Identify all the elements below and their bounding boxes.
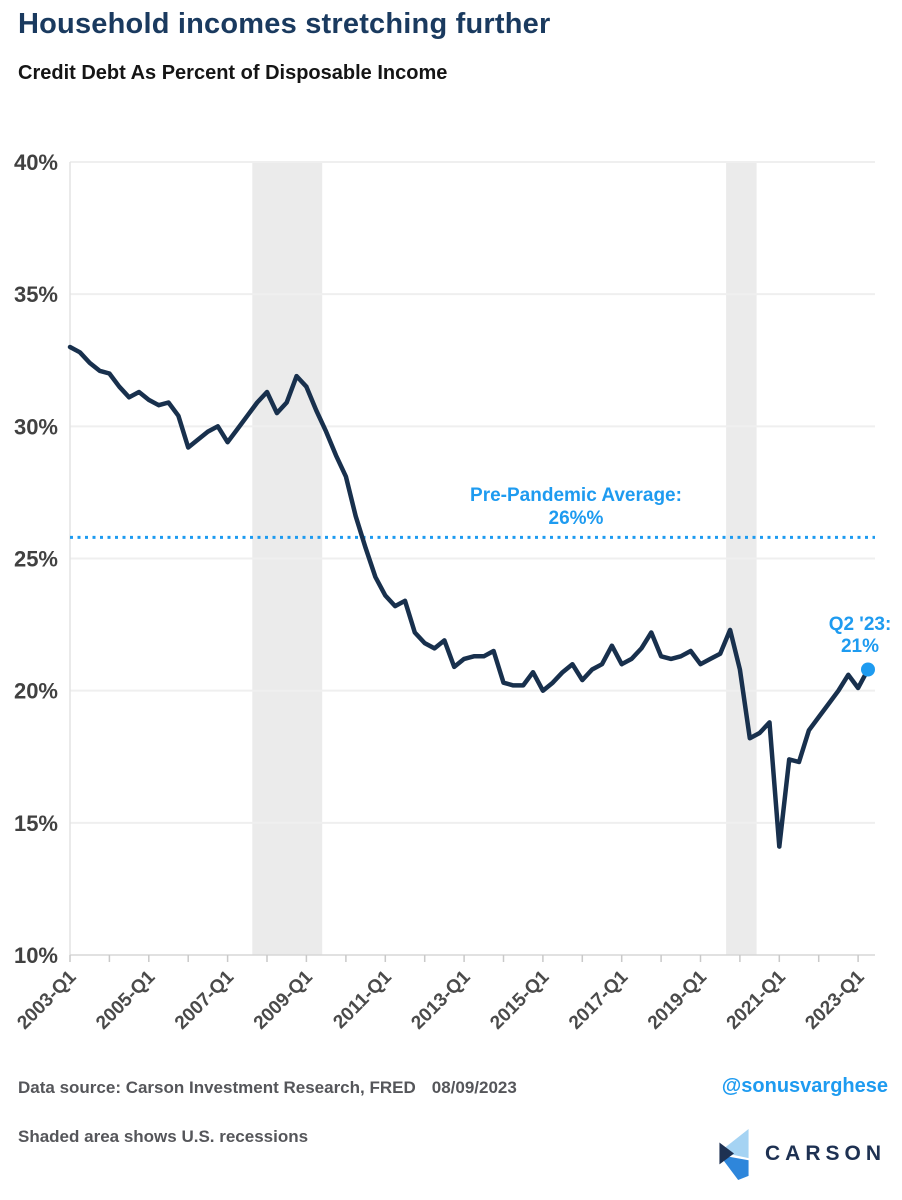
last-point-annotation: Q2 '23: 21% bbox=[795, 614, 902, 658]
x-tick-label: 2015-Q1 bbox=[486, 966, 553, 1033]
x-tick-label: 2023-Q1 bbox=[801, 966, 868, 1033]
x-tick-label: 2019-Q1 bbox=[644, 966, 711, 1033]
y-tick-label: 10% bbox=[14, 943, 58, 968]
x-tick-label: 2013-Q1 bbox=[407, 966, 474, 1033]
line-chart: 10% 15% 20% 25% 30% 35% 40% 2003-Q1 2005-Q1 2007-… bbox=[13, 150, 875, 1034]
average-line-annotation-line1: Pre-Pandemic Average: bbox=[470, 485, 682, 506]
page-title: Household incomes stretching further bbox=[18, 8, 551, 40]
x-tick-label: 2003-Q1 bbox=[13, 966, 80, 1033]
average-line-annotation-line2: 26%% bbox=[548, 508, 604, 529]
x-tick-label: 2007-Q1 bbox=[171, 966, 238, 1033]
x-tick-label: 2011-Q1 bbox=[329, 966, 396, 1033]
series-line bbox=[67, 344, 871, 849]
x-tick-label: 2005-Q1 bbox=[92, 966, 159, 1033]
page-subtitle: Credit Debt As Percent of Disposable Inc… bbox=[18, 62, 448, 84]
x-tick-label: 2009-Q1 bbox=[250, 966, 317, 1033]
data-source-label: Data source: Carson Investment Research,… bbox=[18, 1078, 416, 1097]
last-point-marker bbox=[861, 662, 875, 677]
y-tick-label: 20% bbox=[14, 679, 58, 704]
x-tick-label: 2021-Q1 bbox=[723, 966, 790, 1033]
y-tick-label: 35% bbox=[14, 282, 58, 307]
y-tick-label: 25% bbox=[14, 547, 58, 572]
x-tick-label: 2017-Q1 bbox=[565, 966, 632, 1033]
carson-logo-text: CARSON bbox=[764, 1142, 886, 1165]
y-tick-label: 30% bbox=[14, 414, 58, 439]
y-tick-label: 15% bbox=[14, 811, 58, 836]
author-handle[interactable]: @sonusvarghese bbox=[721, 1075, 888, 1097]
last-point-annotation-line1: Q2 '23: bbox=[828, 614, 892, 635]
data-source-date: 08/09/2023 bbox=[431, 1078, 517, 1097]
recession-note: Shaded area shows U.S. recessions bbox=[18, 1127, 309, 1146]
carson-logo: CARSON bbox=[719, 1128, 886, 1180]
carson-logo-icon bbox=[719, 1129, 749, 1180]
y-tick-label: 40% bbox=[14, 150, 58, 175]
data-source-text: Data source: Carson Investment Research,… bbox=[18, 1078, 517, 1098]
last-point-annotation-line2: 21% bbox=[840, 636, 880, 657]
average-line-annotation: Pre-Pandemic Average: 26%% bbox=[376, 484, 776, 530]
